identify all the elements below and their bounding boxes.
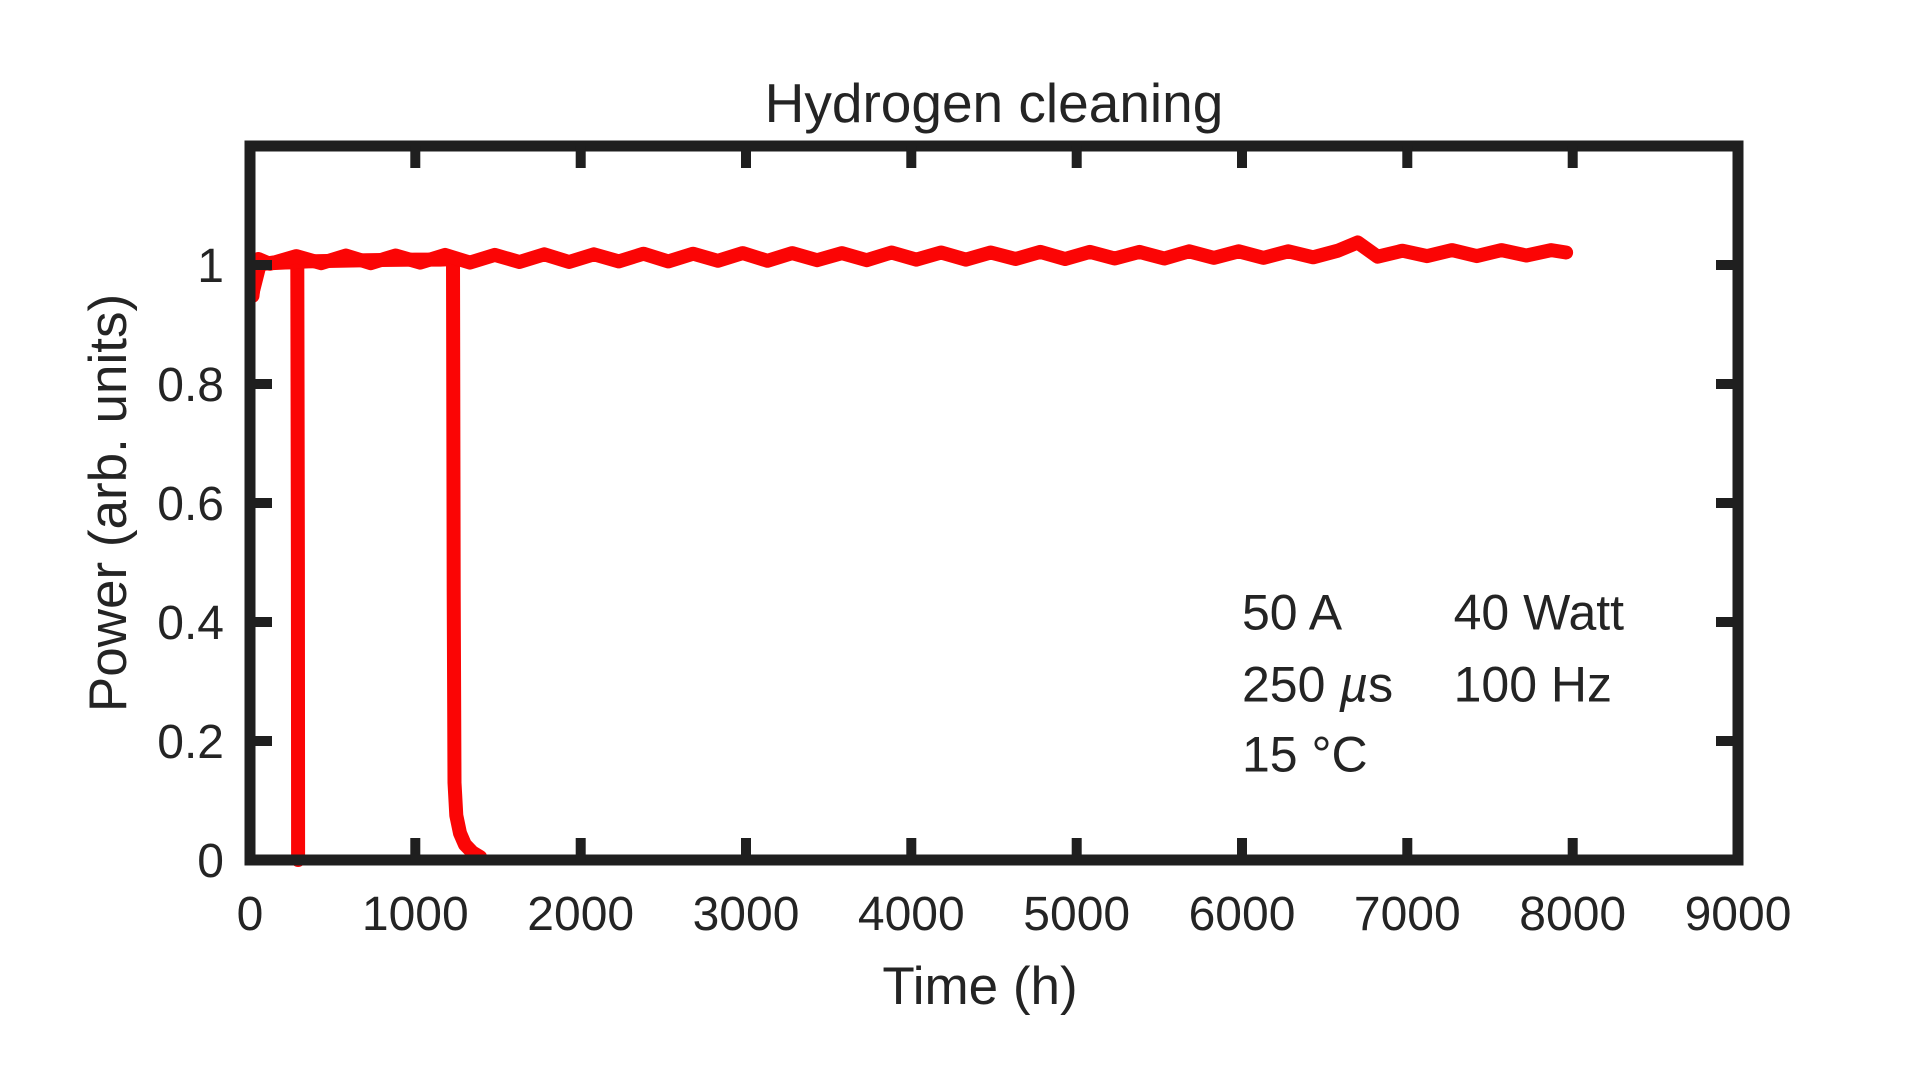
annotation-part: 40 Watt: [1454, 584, 1625, 640]
y-tick-label: 0.4: [157, 597, 224, 650]
annotation-part: °C: [1312, 727, 1368, 783]
annotation-text: 15 °C: [1242, 727, 1368, 783]
annotation-part: 250: [1242, 656, 1339, 712]
chart-title: Hydrogen cleaning: [765, 72, 1224, 134]
y-axis-label: Power (arb. units): [79, 294, 138, 712]
x-tick-label: 6000: [1189, 888, 1296, 941]
annotation-text: 40 Watt: [1454, 584, 1625, 640]
annotation-part: 15: [1242, 727, 1312, 783]
series-device-failed-1230h-decay-tail: [245, 252, 488, 864]
y-tick-label: 0.2: [157, 716, 224, 769]
series-device-survivor-8000h: [245, 235, 1574, 301]
y-tick-label: 1: [197, 240, 224, 293]
x-tick-label: 0: [237, 888, 264, 941]
annotation-text: 250 µs: [1242, 656, 1393, 712]
annotation-part: 100 Hz: [1454, 656, 1612, 712]
annotation-part: 50 A: [1242, 584, 1343, 640]
annotation-part-italic: µ: [1338, 656, 1368, 712]
y-tick-label: 0.8: [157, 359, 224, 412]
y-tick-label: 0: [197, 835, 224, 888]
x-tick-label: 9000: [1685, 888, 1792, 941]
x-tick-label: 1000: [362, 888, 469, 941]
annotation-text: 100 Hz: [1454, 656, 1612, 712]
x-tick-label: 5000: [1023, 888, 1130, 941]
x-tick-label: 7000: [1354, 888, 1461, 941]
x-tick-label: 4000: [858, 888, 965, 941]
x-tick-label: 8000: [1519, 888, 1626, 941]
y-tick-label: 0.6: [157, 478, 224, 531]
x-tick-label: 3000: [693, 888, 800, 941]
x-tick-label: 2000: [527, 888, 634, 941]
x-axis-label: Time (h): [882, 957, 1077, 1016]
annotation-text: 50 A: [1242, 584, 1343, 640]
series-device-failed-290h: [245, 255, 306, 867]
annotation-part: s: [1368, 656, 1393, 712]
